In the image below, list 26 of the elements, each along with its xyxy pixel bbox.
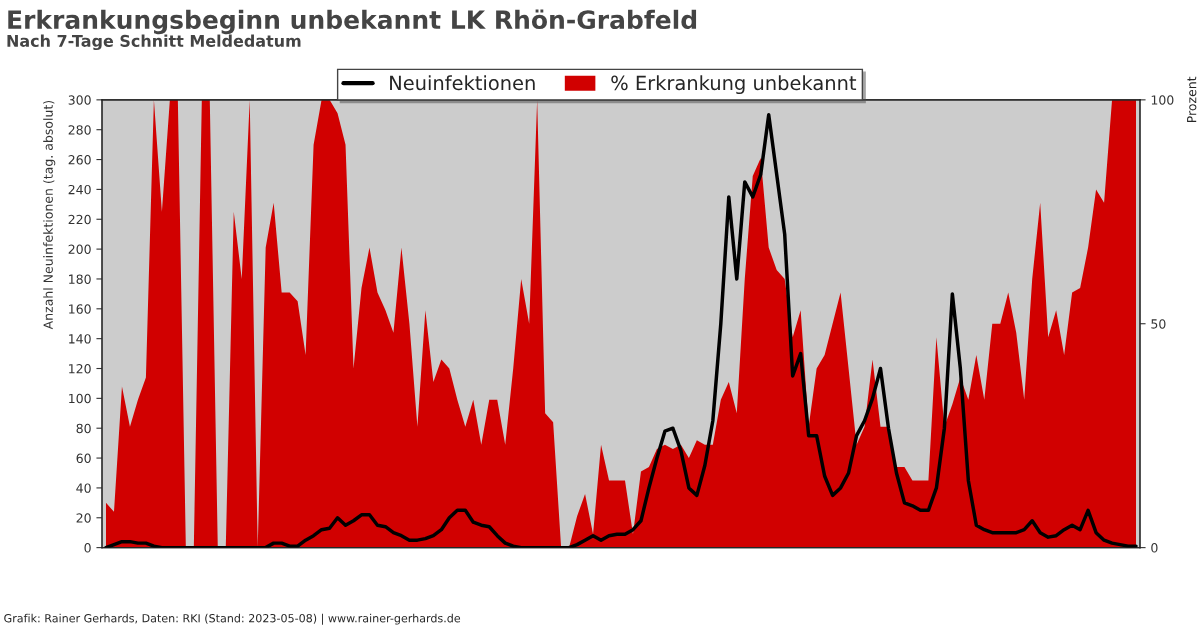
y-tick-label: 260	[68, 155, 91, 165]
y-tick-label: 0	[84, 543, 91, 553]
y-tick-label: 220	[68, 214, 91, 225]
text: Grafik: Rainer Gerhards, Daten: RKI (Stand: 2023-05-08) | www.rainer-gerhards.de	[4, 613, 461, 625]
y-tick-label: 100	[69, 393, 91, 404]
y-tick-label: 80	[76, 423, 91, 434]
y-tick-label: 280	[68, 125, 91, 135]
y-tick-label: 120	[69, 363, 91, 374]
y2-tick-label: 0	[1151, 543, 1158, 553]
legend-label: % Erkrankung unbekannt	[611, 75, 857, 95]
chart-title: Erkrankungsbeginn unbekannt LK Rhön-Grabfeld	[8, 9, 697, 35]
y-tick-label: 300	[68, 95, 91, 105]
y-tick-label: 140	[69, 334, 91, 344]
y-tick-label: 200	[68, 244, 91, 255]
y-tick-label: 160	[69, 304, 91, 314]
y-tick-label: 40	[76, 483, 91, 493]
y-tick-label: 60	[76, 453, 91, 463]
y2-axis-title: Prozent	[1187, 76, 1197, 123]
y2-tick-label: 100	[1151, 95, 1174, 105]
y2-tick-label: 50	[1151, 319, 1166, 329]
chart-subtitle: Nach 7-Tage Schnitt Meldedatum	[7, 34, 301, 51]
y-tick-label: 180	[69, 274, 91, 284]
y-tick-label: 20	[76, 513, 91, 523]
legend-label: Neuinfektionen	[390, 75, 535, 91]
y-axis-title: Anzahl Neuinfektionen (tag. absolut)	[43, 100, 56, 330]
y-tick-label: 240	[68, 184, 91, 195]
